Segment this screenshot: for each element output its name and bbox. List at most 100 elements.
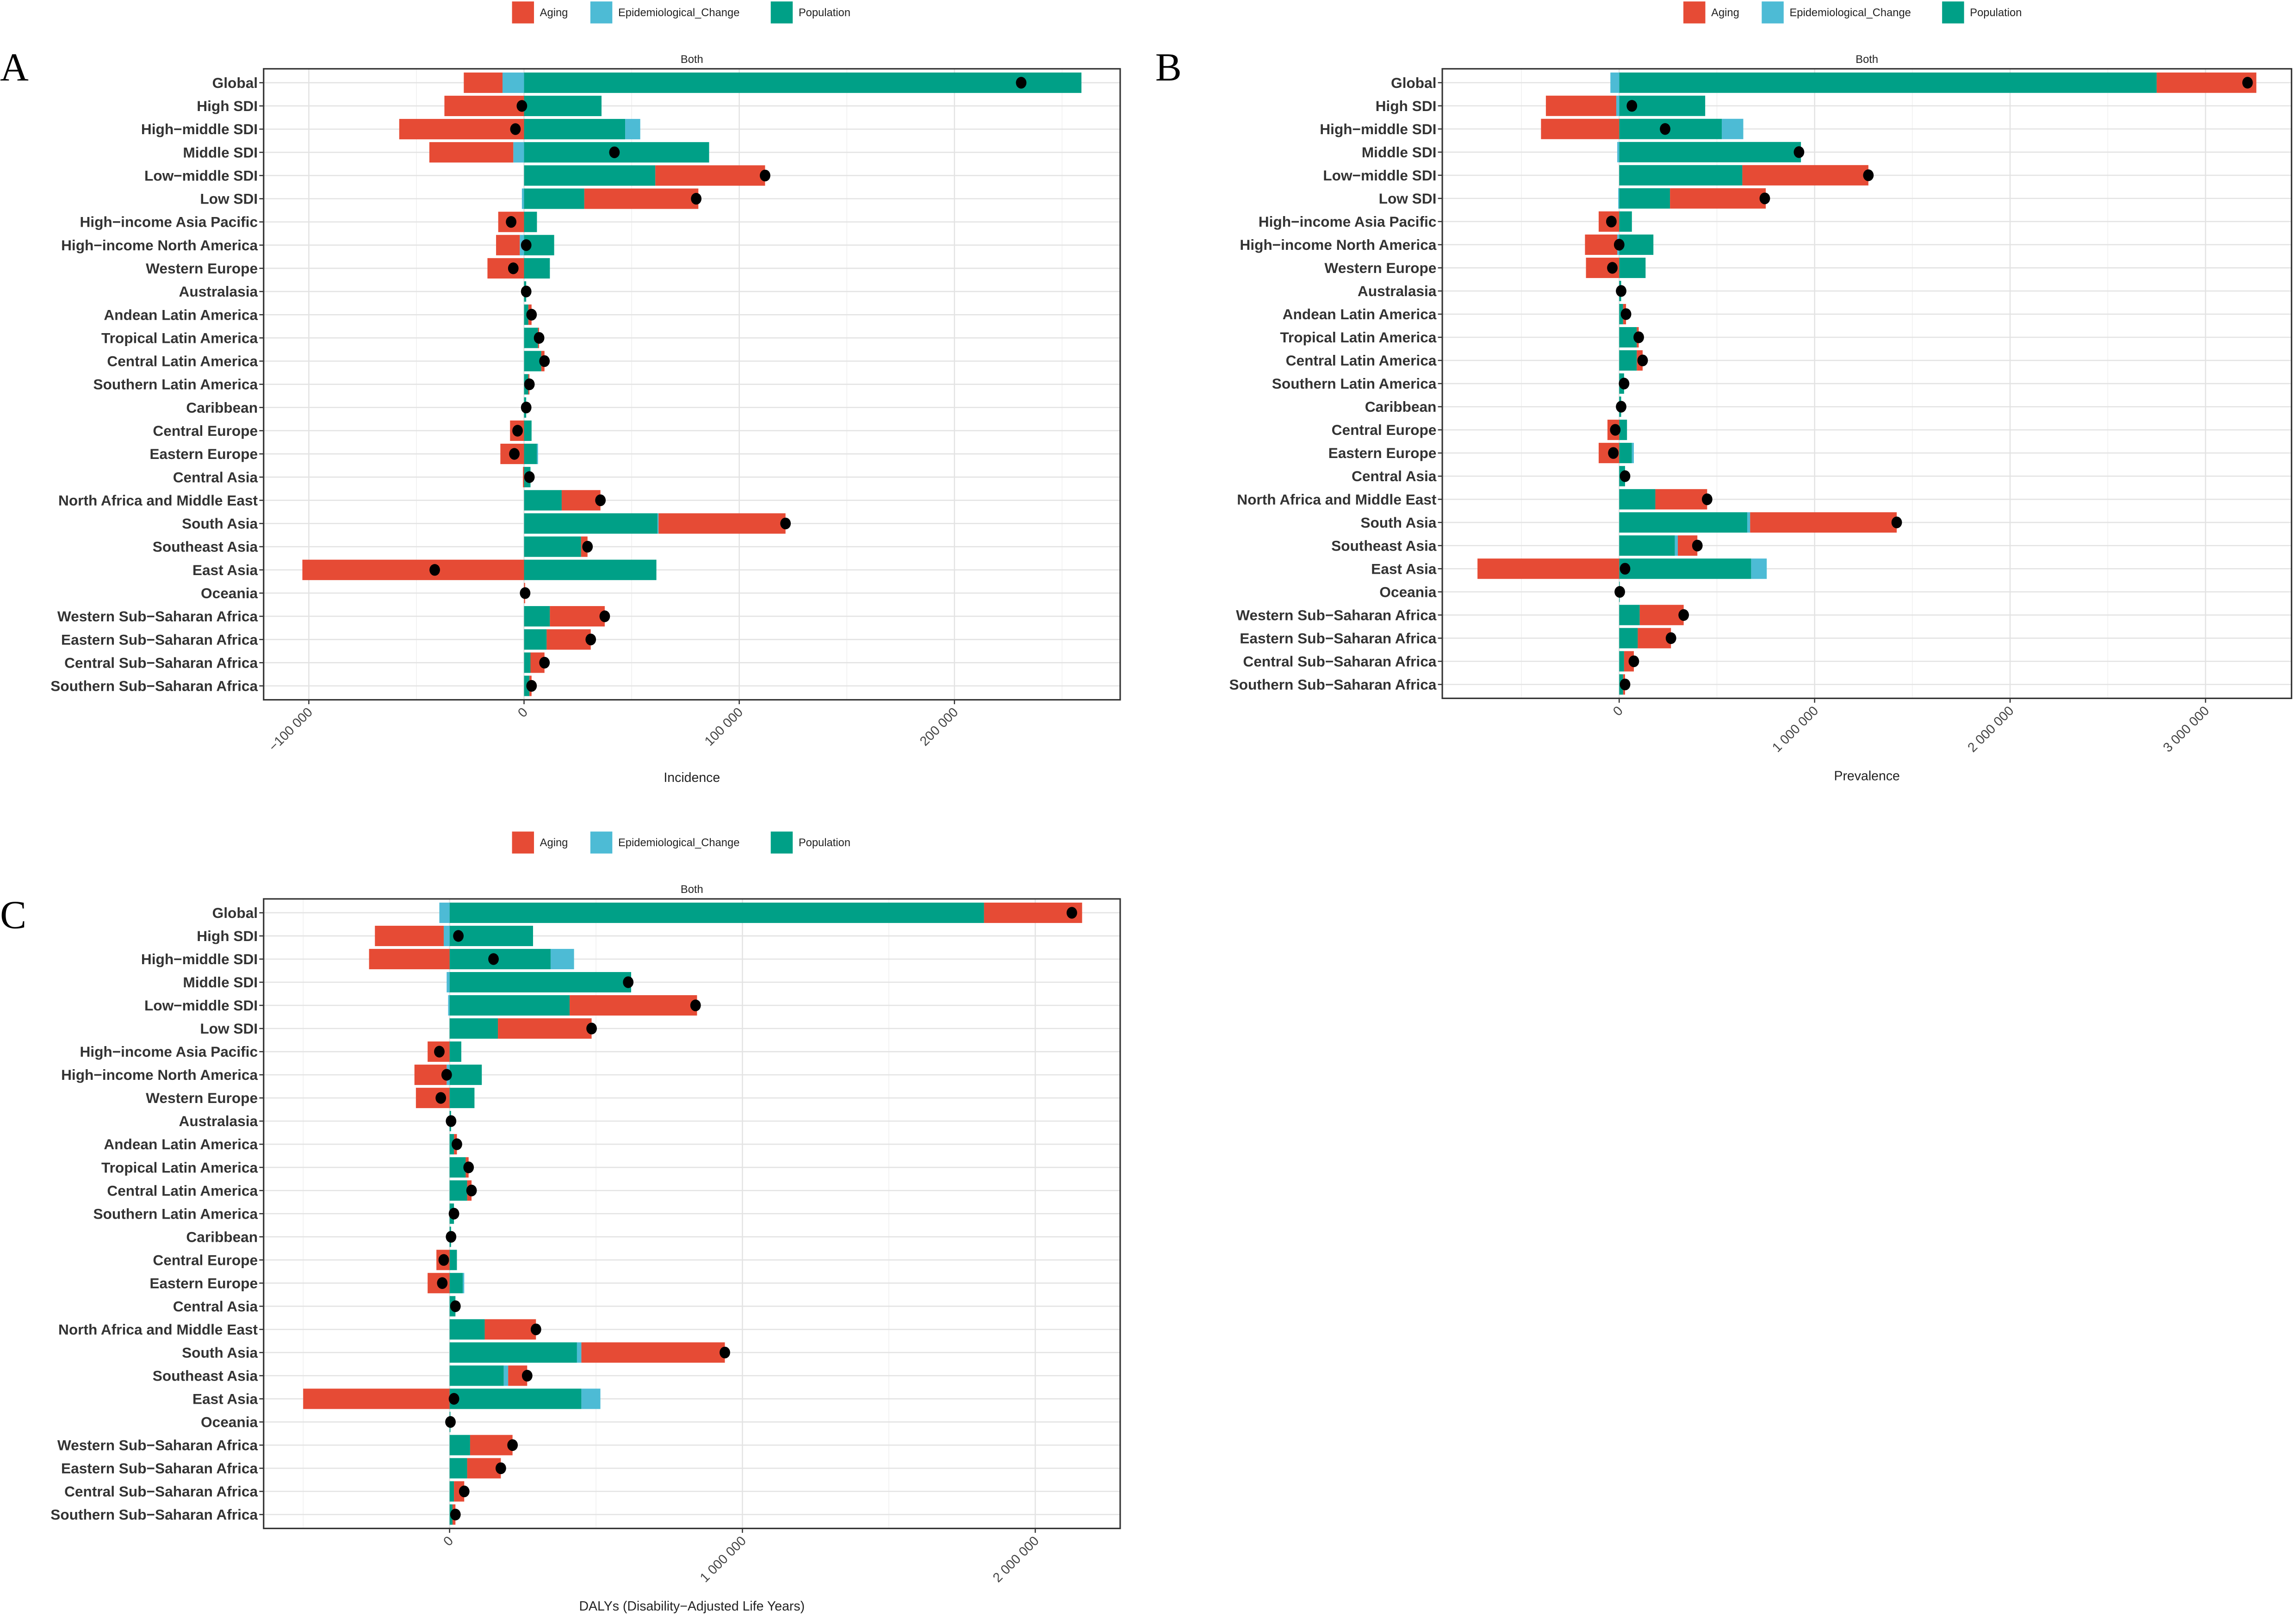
total-change-point — [530, 1323, 541, 1336]
total-change-point — [1637, 354, 1648, 366]
bar-population — [449, 995, 570, 1016]
legend-label: Aging — [540, 837, 568, 849]
bar-population — [524, 72, 1082, 93]
total-change-point — [1863, 169, 1874, 181]
category-label: Global — [1391, 74, 1436, 91]
total-change-point — [448, 1208, 459, 1220]
bar-population — [449, 1365, 504, 1386]
category-label: South Asia — [1360, 514, 1436, 531]
bar-population — [449, 1435, 470, 1456]
x-tick-label: 0 — [515, 705, 531, 720]
total-change-point — [1016, 77, 1027, 89]
total-change-point — [512, 425, 523, 437]
bar-population — [1619, 142, 1801, 162]
bar-population — [449, 1273, 463, 1294]
legend-swatch-population — [770, 831, 793, 854]
total-change-point — [435, 1092, 447, 1104]
bar-aging — [1477, 558, 1620, 579]
category-label: Australasia — [1358, 283, 1437, 299]
legend: Aging Epidemiological_Change Population — [512, 831, 850, 854]
bar-aging — [429, 142, 514, 163]
x-tick-label: 2 000 000 — [990, 1533, 1042, 1585]
category-label: Oceania — [201, 585, 258, 601]
legend-swatch-population — [770, 1, 793, 24]
x-tick-label: 0 — [441, 1533, 456, 1549]
total-change-point — [1626, 100, 1638, 112]
total-change-point — [1891, 516, 1902, 528]
bar-population — [524, 420, 532, 441]
bar-population — [524, 652, 531, 673]
bar-aging — [570, 995, 697, 1016]
category-label: Australasia — [179, 1113, 258, 1129]
total-change-point — [595, 494, 606, 506]
total-change-point — [450, 1300, 461, 1312]
category-label: East Asia — [1371, 560, 1437, 577]
category-label: North Africa and Middle East — [1237, 491, 1437, 508]
bar-aging — [523, 467, 524, 488]
total-change-point — [1620, 563, 1631, 575]
category-label: Southern Latin America — [1272, 375, 1437, 392]
bar-epidemiological-change — [1722, 118, 1744, 139]
category-label: Eastern Sub−Saharan Africa — [61, 1460, 258, 1477]
category-label: Central Sub−Saharan Africa — [64, 1483, 258, 1500]
category-label: Low−middle SDI — [1323, 167, 1436, 184]
category-label: High−income Asia Pacific — [80, 1043, 258, 1060]
category-label: Western Europe — [1324, 260, 1436, 276]
bar-population — [1619, 489, 1656, 510]
legend: Aging Epidemiological_Change Population — [1683, 1, 2022, 24]
bar-population — [524, 351, 541, 372]
total-change-point — [509, 448, 520, 460]
bar-epidemiological-change — [625, 119, 640, 140]
category-label: Western Europe — [146, 1090, 258, 1106]
legend-swatch-epidemiological_change — [1762, 1, 1784, 24]
category-label: Southern Sub−Saharan Africa — [50, 678, 258, 694]
bar-population — [449, 1041, 461, 1062]
category-label: Oceania — [1379, 583, 1436, 600]
legend: Aging Epidemiological_Change Population — [512, 1, 850, 24]
bar-population — [449, 1088, 475, 1109]
category-label: Central Sub−Saharan Africa — [64, 654, 258, 671]
total-change-point — [488, 953, 499, 965]
bar-aging — [584, 188, 699, 209]
bar-population — [449, 1180, 467, 1201]
x-tick-label: −100 000 — [266, 705, 316, 754]
bar-epidemiological-change — [550, 948, 574, 969]
bar-epidemiological-change — [1618, 188, 1620, 209]
category-label: Central Latin America — [107, 353, 258, 370]
category-label: Central Sub−Saharan Africa — [1243, 653, 1436, 669]
total-change-point — [526, 680, 537, 692]
category-label: Southeast Asia — [1331, 537, 1437, 554]
legend-swatch-aging — [1683, 1, 1706, 24]
category-label: Western Europe — [146, 260, 258, 277]
total-change-point — [466, 1184, 477, 1196]
total-change-point — [453, 930, 464, 942]
total-change-point — [720, 1346, 730, 1359]
x-tick-label: 0 — [1610, 703, 1626, 719]
gridlines — [263, 898, 1120, 1529]
category-label: Low SDI — [200, 191, 258, 207]
bar-epidemiological-change — [443, 925, 450, 946]
bar-epidemiological-change — [581, 1388, 601, 1409]
bar-population — [524, 443, 537, 465]
category-label: High SDI — [1376, 98, 1437, 114]
bar-epidemiological-change — [1632, 443, 1634, 464]
category-label: Low SDI — [200, 1020, 258, 1037]
bar-population — [1619, 443, 1632, 464]
bar-population — [449, 1250, 457, 1270]
bar-aging — [655, 165, 765, 186]
legend-swatch-epidemiological_change — [590, 831, 613, 854]
total-change-point — [1067, 907, 1077, 919]
bar-aging — [984, 902, 1082, 923]
bar-epidemiological-change — [503, 1365, 509, 1386]
legend-label: Population — [799, 837, 850, 849]
category-label: Central Asia — [1352, 468, 1437, 484]
category-label: Tropical Latin America — [101, 1159, 258, 1176]
bar-aging — [498, 1018, 592, 1039]
total-change-point — [524, 378, 535, 390]
total-change-point — [1608, 447, 1619, 459]
category-label: Western Sub−Saharan Africa — [57, 1437, 258, 1454]
total-change-point — [1759, 192, 1770, 204]
panel-C: C Aging Epidemiological_Change Population Bo… — [0, 831, 1121, 1614]
bar-population — [449, 902, 984, 923]
bar-population — [449, 1065, 482, 1085]
